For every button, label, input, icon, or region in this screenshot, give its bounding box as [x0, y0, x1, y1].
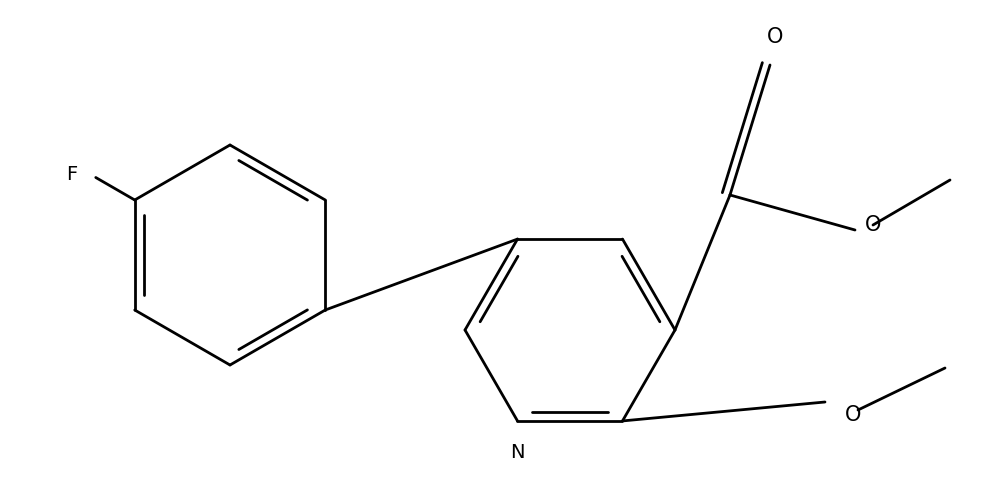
Text: N: N — [510, 443, 525, 462]
Text: O: O — [766, 27, 782, 47]
Text: O: O — [865, 215, 881, 235]
Text: F: F — [66, 165, 77, 184]
Text: O: O — [845, 405, 861, 425]
